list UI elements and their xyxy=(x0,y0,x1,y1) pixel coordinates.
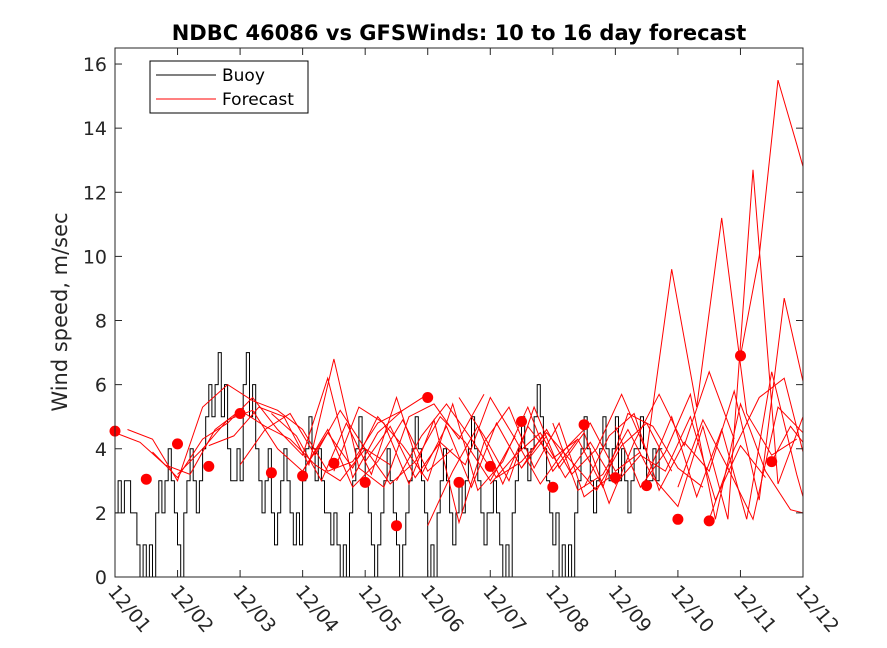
series-group xyxy=(115,79,803,577)
forecast-series-line-18 xyxy=(614,392,803,520)
forecast-series-line-22 xyxy=(740,79,803,356)
forecast-series-line-16 xyxy=(552,169,803,520)
y-tick-label: 10 xyxy=(83,246,107,268)
forecast-marker-point xyxy=(359,476,371,488)
forecast-series-line-20 xyxy=(677,406,803,521)
forecast-series-line-6 xyxy=(239,409,516,485)
x-tick-label: 12/09 xyxy=(604,581,656,637)
legend-forecast-label: Forecast xyxy=(222,90,294,110)
forecast-marker-point xyxy=(516,416,527,427)
forecast-series-line-17 xyxy=(583,297,803,501)
forecast-marker-point xyxy=(578,419,590,431)
y-axis-label: Wind speed, m/sec xyxy=(48,212,72,411)
x-tick-label: 12/05 xyxy=(353,581,405,637)
forecast-marker-point xyxy=(641,480,653,492)
y-tick-label: 14 xyxy=(83,118,107,140)
forecast-marker-point xyxy=(766,456,778,468)
forecast-marker-point xyxy=(234,408,246,419)
forecast-series-line-13 xyxy=(458,370,735,505)
forecast-series-line-11 xyxy=(396,403,673,492)
forecast-marker-point xyxy=(328,457,340,469)
x-tick-label: 12/06 xyxy=(416,581,468,637)
y-tick-label: 6 xyxy=(95,375,107,397)
forecast-marker-point xyxy=(735,350,746,362)
chart-title: NDBC 46086 vs GFSWinds: 10 to 16 day for… xyxy=(172,21,747,45)
axes-box xyxy=(114,47,804,578)
forecast-series-line-12 xyxy=(427,412,704,526)
forecast-marker-point xyxy=(672,513,684,525)
forecast-series-line-7 xyxy=(271,395,547,489)
forecast-series-line-2 xyxy=(127,383,403,482)
forecast-marker-point xyxy=(140,473,152,485)
legend-buoy-label: Buoy xyxy=(222,66,265,86)
x-tick-label: 12/01 xyxy=(103,581,155,637)
x-tick-label: 12/11 xyxy=(729,581,781,637)
x-tick-label: 12/04 xyxy=(291,581,343,637)
forecast-marker-point xyxy=(609,472,621,484)
forecast-marker-point xyxy=(484,460,496,472)
x-tick-label: 12/07 xyxy=(478,581,530,637)
forecast-marker-point xyxy=(172,438,183,450)
y-tick-label: 2 xyxy=(95,503,107,525)
y-tick-label: 0 xyxy=(95,567,107,589)
forecast-marker-point xyxy=(547,481,559,493)
x-tick-label: 12/12 xyxy=(791,581,843,637)
forecast-series-line-19 xyxy=(646,371,803,520)
y-tick-label: 4 xyxy=(95,439,107,461)
legend-box xyxy=(149,60,309,114)
forecast-series-line-9 xyxy=(333,406,610,525)
x-tick-label: 12/08 xyxy=(541,581,593,637)
y-tick-label: 16 xyxy=(83,54,107,76)
forecast-series-line-3 xyxy=(152,376,428,479)
forecast-series-line-15 xyxy=(521,217,797,476)
forecast-marker-point xyxy=(297,470,309,482)
x-tick-label: 12/10 xyxy=(666,581,718,637)
forecast-series-line-5 xyxy=(208,358,485,489)
legend: Buoy Forecast xyxy=(149,60,309,114)
y-tick-label: 8 xyxy=(95,311,107,333)
buoy-series-line xyxy=(115,352,663,577)
forecast-series-line-21 xyxy=(708,377,803,520)
forecast-marker-point xyxy=(265,467,277,479)
forecast-marker-point xyxy=(453,476,465,488)
forecast-marker-point xyxy=(422,392,434,403)
forecast-marker-point xyxy=(391,520,402,532)
forecast-series-line-10 xyxy=(364,396,641,485)
forecast-marker-point xyxy=(703,515,715,527)
x-tick-label: 12/03 xyxy=(228,581,280,637)
x-tick-label: 12/02 xyxy=(166,581,218,637)
forecast-series-line-23 xyxy=(771,425,803,462)
y-tick-label: 12 xyxy=(83,182,107,204)
plot-area xyxy=(109,79,803,577)
forecast-marker-point xyxy=(203,460,215,472)
